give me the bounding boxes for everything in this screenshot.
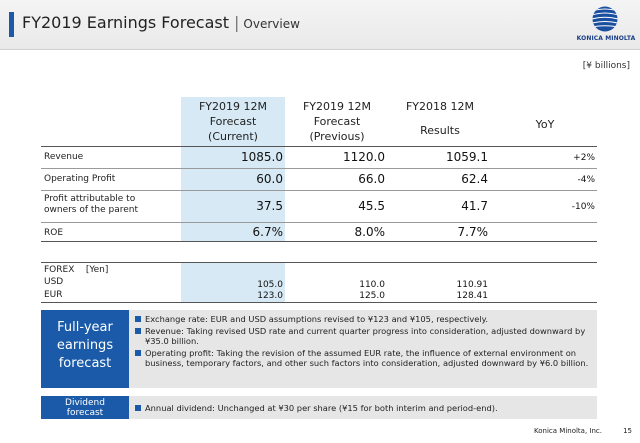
cell-op-previous: 66.0	[358, 172, 385, 186]
title-text: FY2019 Earnings Forecast	[22, 13, 229, 32]
row-label-revenue: Revenue	[44, 152, 84, 162]
bullet-text: Exchange rate: EUR and USD assumptions r…	[145, 314, 489, 324]
forex-eur-label: EUR	[44, 290, 63, 300]
forex-header: FOREX [Yen]	[44, 265, 108, 275]
cell-op-results: 62.4	[461, 172, 488, 186]
title-separator: |	[234, 13, 240, 32]
cell-usd-previous: 110.0	[359, 280, 385, 290]
cell-roe-previous: 8.0%	[354, 225, 386, 239]
current-forex-highlight	[181, 262, 285, 302]
tag-line3: forecast	[58, 356, 112, 371]
row-label-roe: ROE	[44, 228, 64, 238]
forex-label: FOREX	[44, 265, 75, 275]
page-number: 15	[623, 427, 632, 435]
forex-divider	[41, 262, 597, 263]
list-item: Exchange rate: EUR and USD assumptions r…	[135, 314, 591, 324]
bullet-square-icon	[135, 316, 141, 322]
dividend-tag: Dividend forecast	[41, 396, 129, 419]
col1-line1: FY2019 12M	[198, 100, 268, 113]
tag-line2: earnings	[56, 338, 114, 353]
row-label-profit-attributable: Profit attributable to owners of the par…	[44, 194, 138, 216]
column-header-yoy: YoY	[535, 118, 555, 131]
table-divider	[41, 222, 597, 223]
full-year-bullets: Exchange rate: EUR and USD assumptions r…	[135, 314, 591, 370]
cell-revenue-current: 1085.0	[241, 150, 283, 164]
row-label-operating-profit: Operating Profit	[44, 174, 116, 184]
column-header-previous: FY2019 12M Forecast (Previous)	[285, 99, 389, 144]
full-year-tag: Full-year earnings forecast	[41, 310, 129, 388]
table-divider	[41, 190, 597, 191]
cell-roe-current: 6.7%	[252, 225, 284, 239]
cell-profit-yoy: -10%	[571, 202, 595, 212]
column-header-current: FY2019 12M Forecast (Current)	[181, 99, 285, 144]
col2-line2: Forecast	[313, 115, 361, 128]
cell-eur-previous: 125.0	[359, 291, 385, 301]
list-item: Operating profit: Taking the revision of…	[135, 348, 591, 368]
cell-op-yoy: -4%	[577, 175, 595, 185]
list-item: Revenue: Taking revised USD rate and cur…	[135, 326, 591, 346]
bullet-text: Annual dividend: Unchanged at ¥30 per sh…	[145, 403, 498, 413]
logo-wordmark: KONICA MINOLTA	[576, 35, 636, 42]
col1-line3: (Current)	[208, 130, 258, 143]
tag-line1: Dividend	[65, 398, 105, 408]
current-forecast-highlight	[181, 97, 285, 241]
cell-eur-results: 128.41	[456, 291, 489, 301]
cell-revenue-results: 1059.1	[446, 150, 488, 164]
column-header-results: Results	[420, 124, 460, 137]
forex-divider	[41, 302, 597, 303]
tag-line2: forecast	[66, 408, 104, 418]
title-accent-bar	[9, 12, 14, 37]
cell-usd-current: 105.0	[257, 280, 283, 290]
footer-company: Konica Minolta, Inc.	[534, 427, 602, 435]
slide-header: FY2019 Earnings Forecast | Overview KONICA…	[0, 0, 640, 50]
cell-profit-previous: 45.5	[358, 199, 385, 213]
slide-title: FY2019 Earnings Forecast | Overview	[22, 13, 300, 32]
dividend-forecast-box: Dividend forecast Annual dividend: Uncha…	[41, 396, 597, 419]
bullet-text: Operating profit: Taking the revision of…	[145, 348, 589, 368]
col1-line2: Forecast	[209, 115, 257, 128]
col2-line3: (Previous)	[309, 130, 365, 143]
table-divider	[41, 146, 597, 147]
full-year-forecast-box: Full-year earnings forecast Exchange rat…	[41, 310, 597, 388]
cell-profit-results: 41.7	[461, 199, 488, 213]
cell-profit-current: 37.5	[256, 199, 283, 213]
unit-label: [¥ billions]	[582, 61, 630, 71]
cell-revenue-previous: 1120.0	[343, 150, 385, 164]
col2-line1: FY2019 12M	[302, 100, 372, 113]
bullet-square-icon	[135, 328, 141, 334]
dividend-bullets: Annual dividend: Unchanged at ¥30 per sh…	[135, 403, 591, 415]
forex-usd-label: USD	[44, 277, 64, 287]
cell-revenue-yoy: +2%	[573, 153, 595, 163]
cell-usd-results: 110.91	[456, 280, 489, 290]
row-label-line2: owners of the parent	[44, 205, 139, 215]
table-divider	[41, 168, 597, 169]
column-header-results-year: FY2018 12M	[405, 100, 475, 113]
title-subtitle: Overview	[243, 17, 300, 31]
cell-roe-results: 7.7%	[457, 225, 489, 239]
row-label-line1: Profit attributable to	[44, 194, 136, 204]
company-logo: KONICA MINOLTA	[576, 6, 635, 46]
globe-logo-icon	[592, 6, 618, 32]
list-item: Annual dividend: Unchanged at ¥30 per sh…	[135, 403, 591, 413]
bullet-square-icon	[135, 350, 141, 356]
bullet-square-icon	[135, 405, 141, 411]
bullet-text: Revenue: Taking revised USD rate and cur…	[145, 326, 586, 346]
forex-unit: [Yen]	[85, 265, 109, 275]
tag-line1: Full-year	[57, 320, 113, 335]
cell-op-current: 60.0	[256, 172, 283, 186]
table-divider	[41, 241, 597, 242]
cell-eur-current: 123.0	[257, 291, 283, 301]
